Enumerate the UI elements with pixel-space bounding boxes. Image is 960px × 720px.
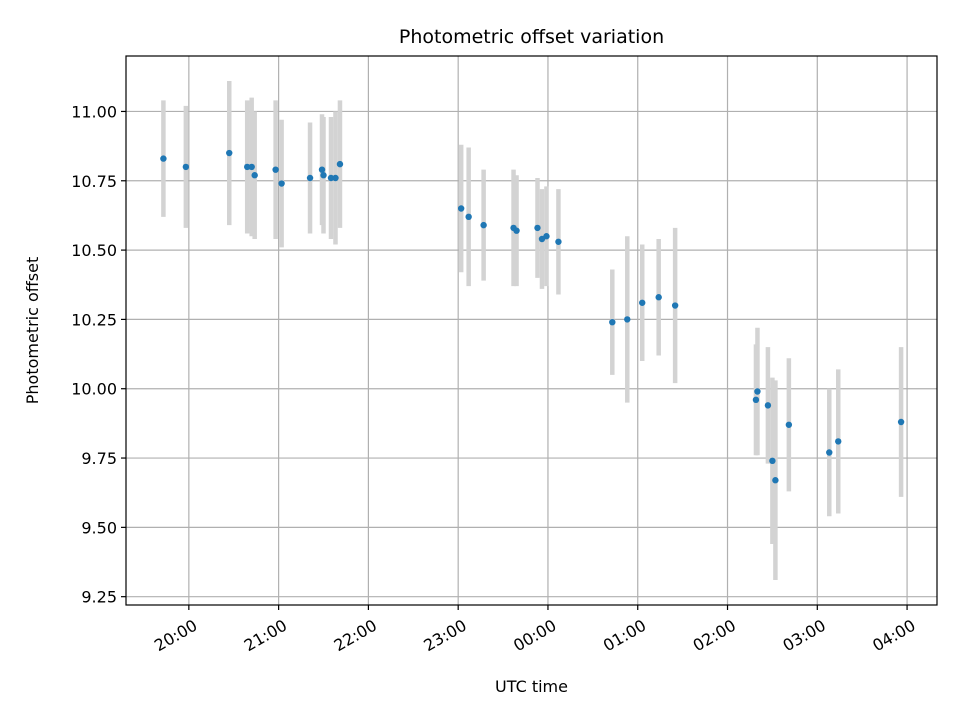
data-point — [785, 421, 793, 428]
data-point — [543, 233, 550, 240]
x-tick-label: 23:00 — [420, 616, 469, 656]
y-axis-label: Photometric offset — [23, 257, 42, 405]
data-point — [244, 163, 251, 171]
data-point — [160, 155, 167, 162]
data-point — [272, 166, 279, 173]
grid-lines — [126, 56, 937, 605]
y-tick-label: 10.00 — [71, 380, 117, 399]
data-point — [320, 172, 327, 179]
data-point — [752, 396, 760, 404]
x-tick-label: 22:00 — [331, 616, 380, 656]
data-point — [457, 205, 465, 212]
data-point — [251, 172, 258, 179]
data-point — [826, 449, 833, 456]
data-point — [655, 294, 662, 301]
data-point — [534, 224, 541, 232]
axis-ticks: 20:00 21:00 22:00 23:00 00:00 01:00 02:00 03:00… — [71, 102, 918, 655]
plot-frame — [125, 55, 938, 606]
y-tick-label: 10.50 — [71, 241, 117, 260]
x-tick-label: 20:00 — [151, 616, 200, 656]
data-point — [609, 318, 616, 326]
data-point — [555, 238, 562, 245]
data-point — [336, 160, 344, 168]
error-bars — [161, 80, 904, 581]
x-tick-label: 01:00 — [600, 616, 649, 656]
data-point — [306, 174, 314, 182]
data-point — [465, 213, 472, 221]
data-point — [480, 221, 487, 229]
chart-title: Photometric offset variation — [399, 26, 664, 48]
data-points — [160, 149, 905, 484]
y-tick-label: 9.25 — [81, 588, 117, 607]
data-point — [639, 299, 646, 306]
data-point — [182, 163, 190, 171]
x-axis-label: UTC time — [495, 677, 568, 696]
y-tick-label: 10.75 — [71, 172, 117, 191]
x-tick-label: 04:00 — [869, 616, 918, 656]
data-point — [248, 163, 255, 171]
data-point — [764, 402, 772, 409]
y-tick-label: 9.75 — [81, 449, 117, 468]
data-point — [278, 180, 285, 187]
x-tick-label: 03:00 — [779, 616, 828, 656]
data-point — [754, 388, 761, 395]
data-point — [332, 174, 339, 182]
x-tick-label: 02:00 — [690, 616, 739, 656]
x-tick-label: 21:00 — [241, 616, 290, 656]
data-point — [769, 457, 776, 465]
data-point — [897, 418, 905, 426]
data-point — [624, 316, 631, 323]
data-point — [226, 149, 233, 157]
y-tick-label: 10.25 — [71, 310, 117, 329]
y-tick-label: 9.50 — [81, 518, 117, 537]
data-point — [835, 438, 842, 445]
data-point — [772, 477, 779, 484]
data-point — [671, 302, 679, 309]
x-tick-label: 00:00 — [510, 616, 559, 656]
data-point — [513, 227, 520, 234]
data-point — [318, 166, 326, 173]
y-tick-label: 11.00 — [71, 102, 117, 121]
data-point — [327, 174, 335, 182]
